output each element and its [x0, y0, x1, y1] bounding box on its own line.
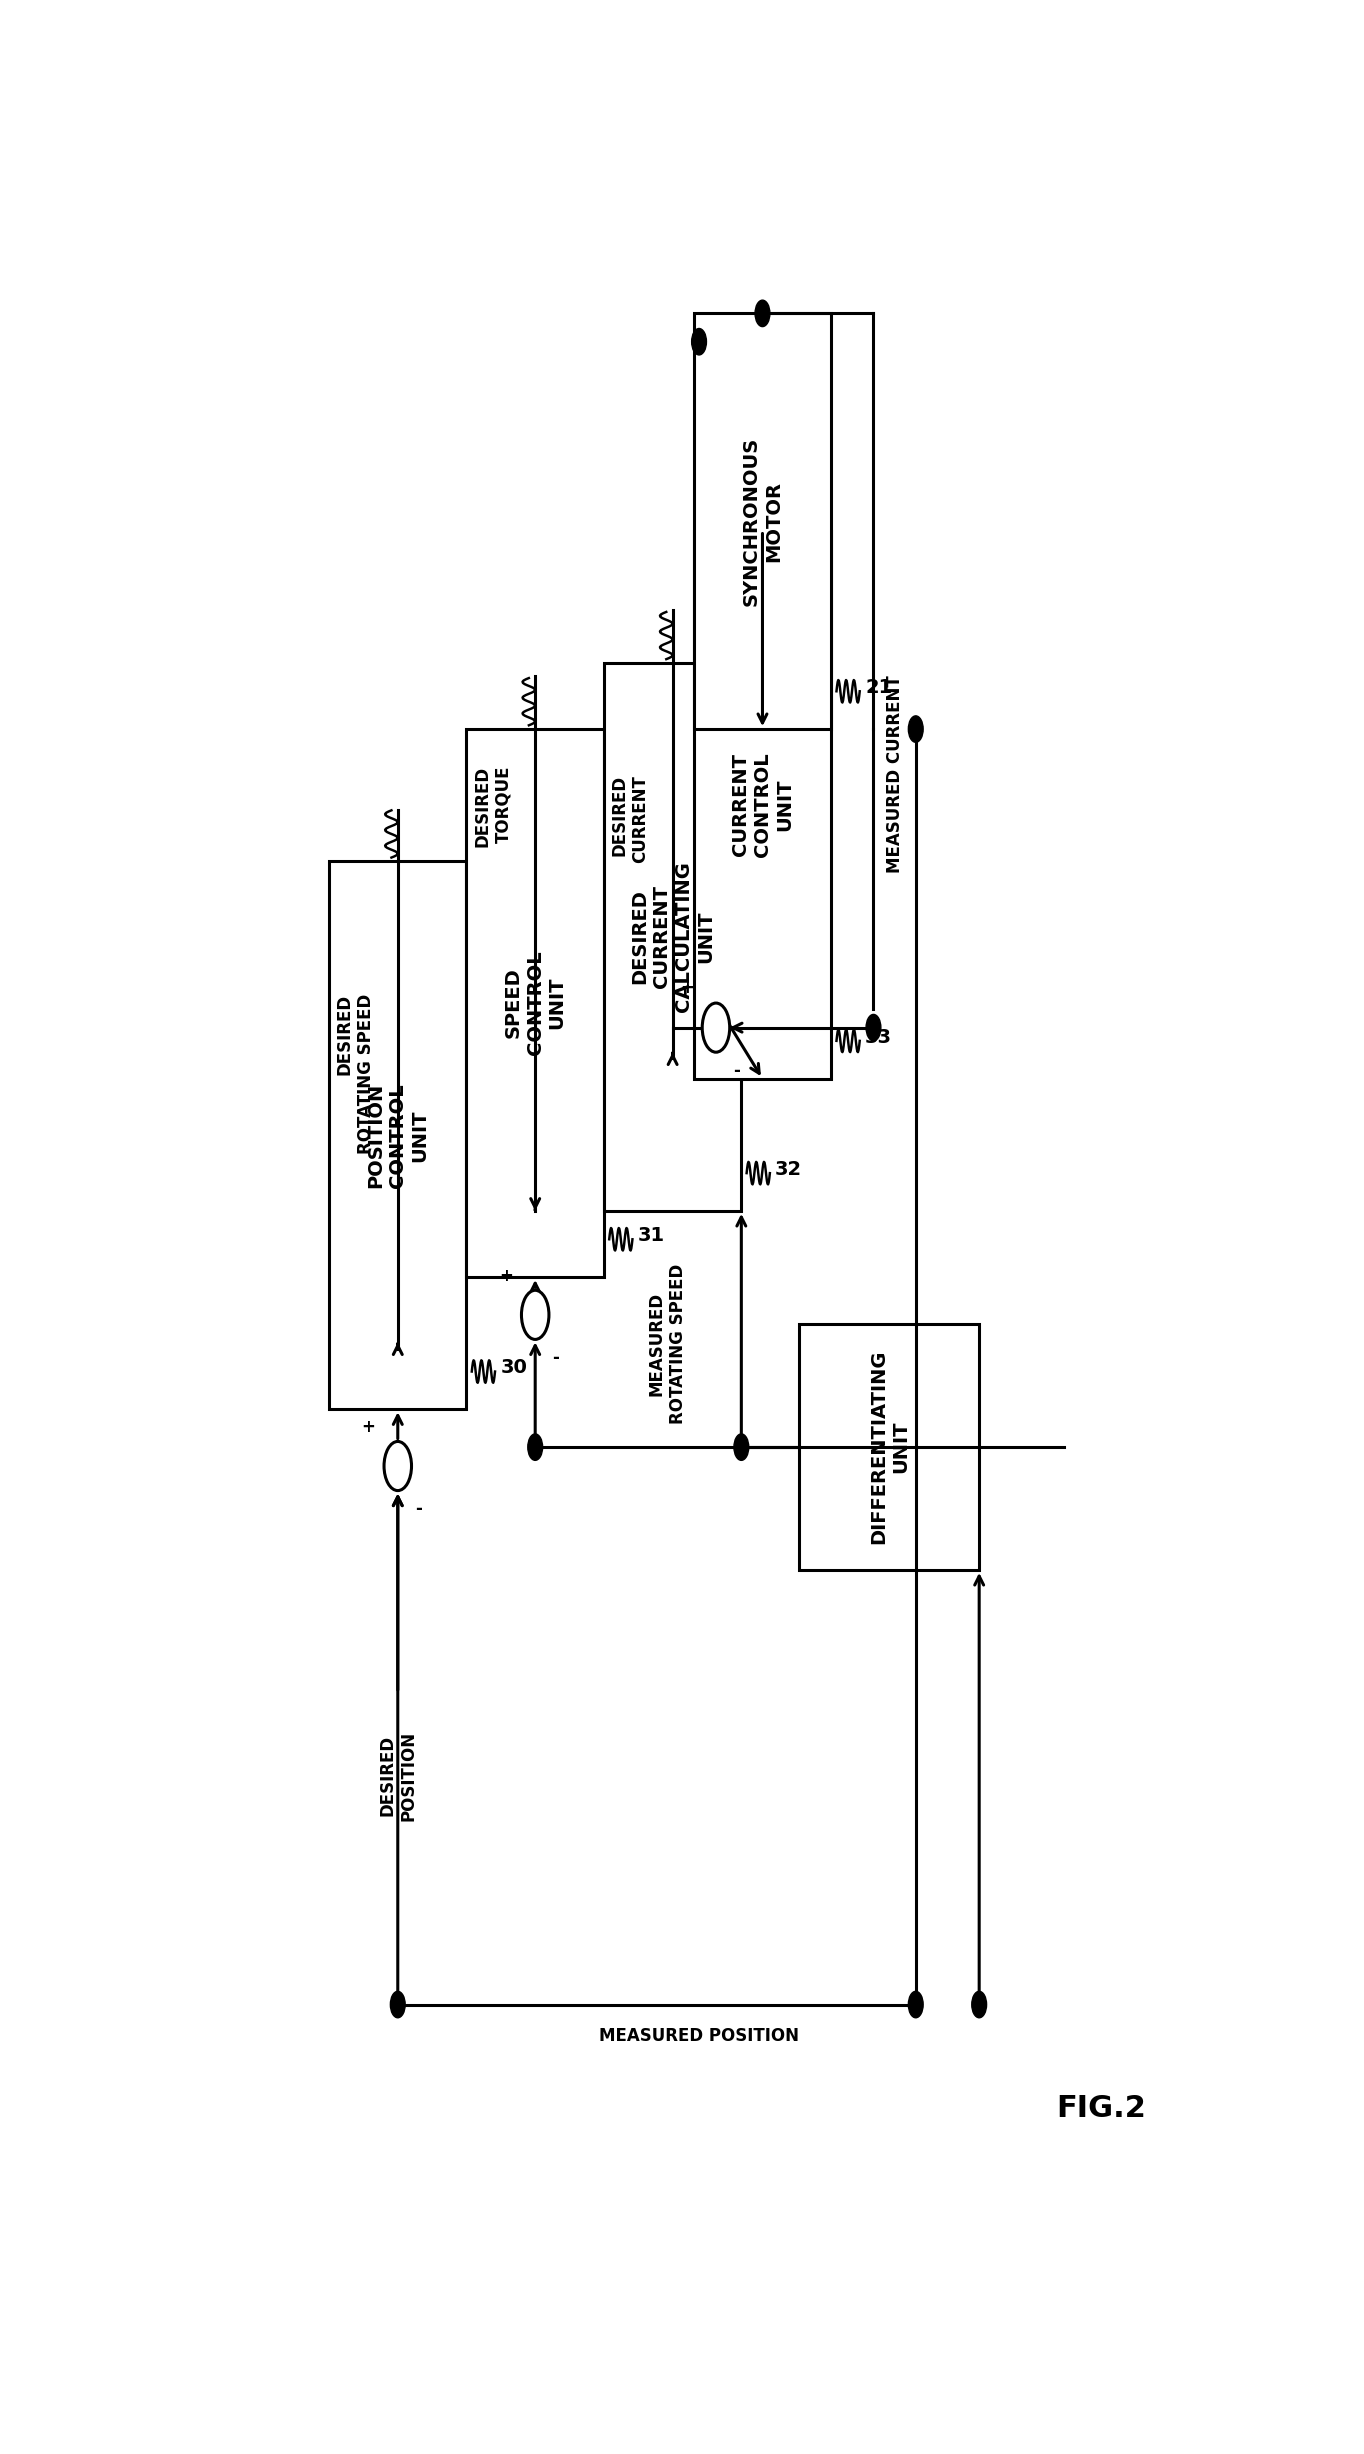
Text: 21: 21: [865, 677, 892, 697]
Text: DESIRED
CURRENT: DESIRED CURRENT: [611, 775, 649, 864]
Circle shape: [756, 299, 769, 326]
Circle shape: [971, 1990, 986, 2017]
Text: 30: 30: [501, 1357, 528, 1377]
Text: SYNCHRONOUS
MOTOR: SYNCHRONOUS MOTOR: [742, 437, 783, 606]
Bar: [694, 530, 831, 1080]
Circle shape: [390, 1990, 405, 2017]
Text: 31: 31: [638, 1227, 664, 1244]
Text: SPEED
CONTROL
UNIT: SPEED CONTROL UNIT: [503, 950, 566, 1055]
Bar: [329, 861, 466, 1409]
Text: +: +: [679, 979, 694, 996]
Circle shape: [734, 1433, 749, 1460]
Circle shape: [385, 1440, 412, 1490]
Text: MEASURED POSITION: MEASURED POSITION: [599, 2027, 799, 2044]
Text: -: -: [552, 1350, 559, 1367]
Circle shape: [528, 1433, 543, 1460]
Text: DESIRED
ROTATING SPEED: DESIRED ROTATING SPEED: [336, 994, 375, 1153]
Bar: [466, 729, 604, 1276]
Text: +: +: [499, 1266, 513, 1283]
Text: -: -: [415, 1499, 421, 1519]
Circle shape: [908, 1990, 923, 2017]
Bar: [694, 314, 831, 729]
Text: 32: 32: [775, 1161, 802, 1178]
Text: MEASURED CURRENT: MEASURED CURRENT: [887, 675, 904, 874]
Circle shape: [692, 329, 707, 356]
Text: -: -: [732, 1063, 739, 1080]
Text: DESIRED
CURRENT
CALCULATING
UNIT: DESIRED CURRENT CALCULATING UNIT: [630, 861, 715, 1014]
Circle shape: [908, 717, 923, 741]
Bar: [604, 663, 742, 1210]
Text: DESIRED
TORQUE: DESIRED TORQUE: [473, 766, 512, 847]
Circle shape: [521, 1291, 548, 1340]
Text: MEASURED
ROTATING SPEED: MEASURED ROTATING SPEED: [648, 1264, 686, 1423]
Text: DESIRED
POSITION: DESIRED POSITION: [378, 1730, 417, 1821]
Bar: [799, 1325, 979, 1571]
Text: +: +: [361, 1418, 375, 1436]
Text: POSITION
CONTROL
UNIT: POSITION CONTROL UNIT: [367, 1082, 430, 1188]
Text: CURRENT
CONTROL
UNIT: CURRENT CONTROL UNIT: [731, 753, 794, 856]
Circle shape: [702, 1004, 730, 1053]
Text: FIG.2: FIG.2: [1056, 2093, 1146, 2123]
Text: DIFFERENTIATING
UNIT: DIFFERENTIATING UNIT: [869, 1350, 910, 1544]
Text: 33: 33: [865, 1028, 892, 1045]
Circle shape: [866, 1014, 881, 1040]
